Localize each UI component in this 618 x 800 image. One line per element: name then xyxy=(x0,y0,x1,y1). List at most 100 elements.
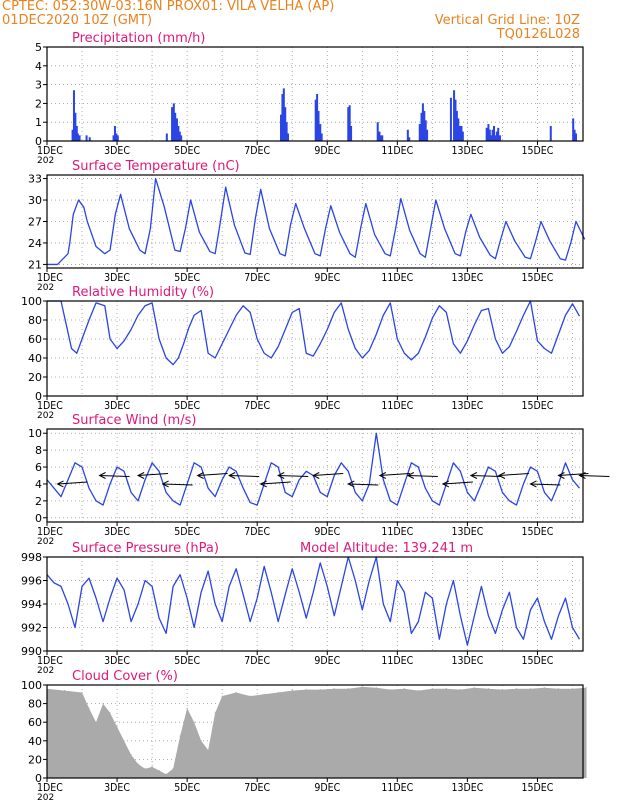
wind-xtick-label: 9DEC xyxy=(314,526,340,538)
wind-xtick-label: 13DEC xyxy=(451,526,483,538)
precip-bar xyxy=(460,125,463,141)
precip-ytick-label: 0 xyxy=(35,135,42,148)
temp-ytick-label: 27 xyxy=(28,216,42,229)
temp-year-stub: 202 xyxy=(37,283,54,293)
cloud-year-stub: 202 xyxy=(37,793,54,800)
cloud-point xyxy=(207,749,209,751)
cloud-ytick-label: 40 xyxy=(28,735,42,748)
cloud-point xyxy=(585,687,588,689)
precip-bar xyxy=(174,112,177,141)
precip-bar xyxy=(573,129,576,141)
precip-bar xyxy=(498,135,501,141)
wind-panel: 0 2 4 6 8 10 1DEC 3DEC 5DEC 7DEC 9DEC 11DEC 13DEC 15D… xyxy=(28,413,584,547)
wind-arrow-shaft xyxy=(162,483,193,486)
rh-ytick-label: 80 xyxy=(28,314,42,327)
wind-xtick-label: 15DEC xyxy=(522,526,554,538)
rh-ytick-label: 40 xyxy=(28,352,42,365)
precip-ytick-label: 5 xyxy=(35,41,42,54)
precip-bar xyxy=(454,99,457,141)
cloud-point xyxy=(81,691,83,694)
cloud-point xyxy=(165,773,167,775)
precip-bar xyxy=(455,110,458,141)
wind-arrow-head xyxy=(469,472,478,479)
precip-bar xyxy=(285,122,288,141)
precip-bar xyxy=(165,133,168,141)
precip-xtick-label: 5DEC xyxy=(174,145,200,157)
wind-title: Surface Wind (m/s) xyxy=(72,413,196,428)
cloud-point xyxy=(501,689,504,691)
precip-bar xyxy=(408,137,411,141)
cloud-title: Cloud Cover (%) xyxy=(72,669,178,684)
cloud-point xyxy=(473,687,475,689)
precip-ytick-label: 3 xyxy=(35,79,42,92)
precip-frame xyxy=(46,46,584,142)
pressure-xtick-label: 3DEC xyxy=(104,655,130,667)
precip-bar xyxy=(113,125,116,141)
cloud-point xyxy=(263,693,265,695)
precip-bar xyxy=(348,105,351,141)
precip-xtick-label: 15DEC xyxy=(522,145,554,157)
rh-ytick-label: 20 xyxy=(28,371,42,384)
cloud-point xyxy=(123,740,125,742)
wind-year-stub: 202 xyxy=(37,537,54,547)
temp-xtick-label: 7DEC xyxy=(244,272,270,284)
cloud-point xyxy=(361,686,363,688)
rh-ytick-label: 0 xyxy=(35,390,42,403)
cloud-point xyxy=(445,688,447,690)
cloud-point xyxy=(214,712,216,714)
precip-bar xyxy=(488,129,491,141)
wind-xtick-label: 1DEC xyxy=(37,526,63,538)
pressure-ytick-label: 998 xyxy=(21,551,42,564)
wind-xtick-label: 3DEC xyxy=(104,526,130,538)
precip-bar xyxy=(574,133,577,141)
precip-bar xyxy=(426,129,429,141)
wind-ytick-label: 6 xyxy=(35,461,42,474)
temp-xtick-label: 5DEC xyxy=(174,272,200,284)
wind-ytick-label: 10 xyxy=(28,427,42,440)
precip-bar xyxy=(319,124,322,141)
precip-ytick-label: 4 xyxy=(35,60,42,73)
temp-xtick-label: 11DEC xyxy=(381,272,413,284)
wind-arrow-shaft xyxy=(197,473,228,476)
cloud-point xyxy=(515,688,518,690)
wind-arrow-head xyxy=(277,472,285,479)
cloud-ytick-label: 80 xyxy=(28,698,42,711)
header-date: 01DEC2020 10Z (GMT) xyxy=(2,13,153,28)
pressure-ytick-label: 992 xyxy=(21,622,42,635)
precip-bar xyxy=(75,125,78,141)
wind-arrow-shaft xyxy=(57,481,88,485)
pressure-xtick-label: 13DEC xyxy=(451,655,483,667)
precip-bar xyxy=(316,94,319,141)
cloud-area xyxy=(47,686,587,778)
temp-xtick-label: 9DEC xyxy=(314,272,340,284)
wind-arrow-shaft xyxy=(260,481,291,485)
precip-bar xyxy=(175,118,178,141)
wind-arrow-shaft xyxy=(579,475,610,477)
cloud-point xyxy=(193,721,195,723)
wind-ytick-label: 2 xyxy=(35,495,42,508)
temp-xtick-label: 15DEC xyxy=(522,272,554,284)
wind-arrow-head xyxy=(497,472,506,479)
temp-ytick-label: 21 xyxy=(28,258,42,271)
precip-bar xyxy=(549,125,552,141)
temp-ytick-label: 33 xyxy=(28,173,42,186)
wind-arrow-head xyxy=(557,472,565,479)
rh-frame xyxy=(46,300,584,397)
rh-xtick-label: 9DEC xyxy=(314,400,340,412)
temp-line xyxy=(47,177,586,266)
wind-ytick-label: 0 xyxy=(35,512,42,525)
cloud-frame xyxy=(46,684,584,779)
precip-bar xyxy=(457,118,460,141)
precip-bar xyxy=(458,125,461,141)
wind-xtick-label: 5DEC xyxy=(174,526,200,538)
precip-bar xyxy=(282,88,285,141)
cloud-point xyxy=(529,688,532,690)
cloud-point xyxy=(221,695,223,697)
pressure-line xyxy=(46,556,581,646)
wind-arrow-shaft xyxy=(407,475,438,477)
precip-bar xyxy=(172,103,175,141)
cloud-point xyxy=(102,703,104,705)
wind-arrow-shaft xyxy=(498,473,529,476)
cloud-point xyxy=(249,695,251,697)
